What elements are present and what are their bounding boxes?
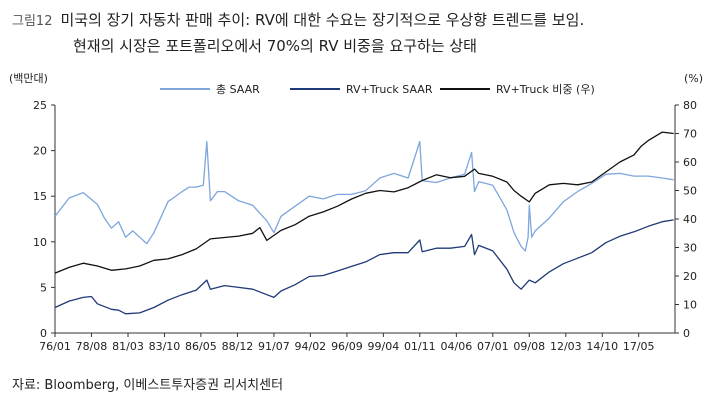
y-right-tick-label: 30 <box>683 242 697 255</box>
x-tick-label: 88/12 <box>222 340 254 353</box>
series-line-2 <box>54 219 674 315</box>
x-tick-label: 14/10 <box>586 340 618 353</box>
y-right-tick-label: 70 <box>683 128 697 141</box>
y-left-tick-label: 0 <box>40 327 47 340</box>
x-tick-label: 01/11 <box>404 340 436 353</box>
y-right-tick-label: 60 <box>683 156 697 169</box>
caption-line-2: 현재의 시장은 포트폴리오에서 70%의 RV 비중을 요구하는 상태 <box>73 37 477 55</box>
x-tick-label: 99/04 <box>368 340 400 353</box>
chart-axes: 0 5 10 15 20 25 0 10 20 30 40 50 60 70 80 76/01 78/08 81/… <box>33 99 697 353</box>
x-tick-label: 07/01 <box>477 340 509 353</box>
x-tick-label: 12/03 <box>550 340 582 353</box>
y-axis-right-label: (%) <box>684 72 703 85</box>
x-tick-label: 81/03 <box>112 340 144 353</box>
x-tick-label: 91/07 <box>258 340 290 353</box>
y-left-tick-label: 15 <box>33 190 47 203</box>
y-left-tick-label: 10 <box>33 236 47 249</box>
chart-series <box>54 131 674 315</box>
y-right-tick-label: 80 <box>683 99 697 112</box>
x-tick-label: 76/01 <box>39 340 71 353</box>
figure-caption: 그림12 미국의 장기 자동차 판매 추이: RV에 대한 수요는 장기적으로 우… <box>12 8 712 58</box>
y-right-tick-label: 20 <box>683 270 697 283</box>
series-line-1 <box>54 140 674 252</box>
legend-label-1: 총 SAAR <box>216 83 260 96</box>
y-right-tick-label: 0 <box>683 327 690 340</box>
x-tick-label: 17/05 <box>623 340 655 353</box>
y-right-tick-label: 10 <box>683 299 697 312</box>
legend-label-3: RV+Truck 비중 (우) <box>496 83 595 96</box>
x-tick-label: 04/06 <box>441 340 473 353</box>
chart-legend: 총 SAAR RV+Truck SAAR RV+Truck 비중 (우) <box>160 83 595 96</box>
legend-label-2: RV+Truck SAAR <box>346 83 433 96</box>
x-tick-label: 83/10 <box>149 340 181 353</box>
x-tick-label: 09/08 <box>513 340 545 353</box>
series-line-3 <box>54 131 674 274</box>
source-note: 자료: Bloomberg, 이베스트투자증권 리서치센터 <box>12 378 284 393</box>
y-left-tick-label: 25 <box>33 99 47 112</box>
x-tick-label: 86/05 <box>185 340 217 353</box>
y-right-tick-label: 40 <box>683 213 697 226</box>
y-left-tick-label: 5 <box>40 281 47 294</box>
x-tick-label: 96/09 <box>331 340 363 353</box>
y-right-tick-label: 50 <box>683 185 697 198</box>
x-tick-label: 78/08 <box>76 340 108 353</box>
y-axis-left-label: (백만대) <box>9 72 48 85</box>
x-tick-label: 94/02 <box>294 340 326 353</box>
figure-number: 그림12 <box>12 14 53 29</box>
y-left-tick-label: 20 <box>33 145 47 158</box>
caption-line-1: 미국의 장기 자동차 판매 추이: RV에 대한 수요는 장기적으로 우상향 트… <box>60 11 585 29</box>
